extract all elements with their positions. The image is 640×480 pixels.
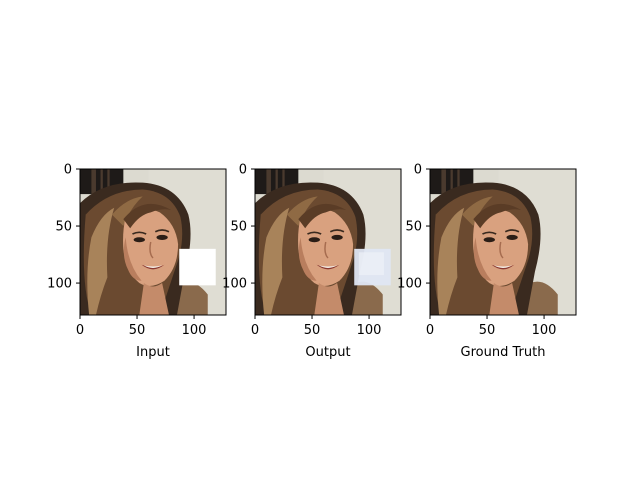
panel-ground-truth: 0 50 100 0 50 100 Ground Truth — [397, 163, 577, 360]
y-ticks-ground-truth: 0 50 100 — [397, 163, 430, 292]
x-tick-label-input-2: 100 — [182, 323, 207, 338]
y-tick-label-output-2: 100 — [222, 277, 247, 292]
x-axis-label-ground-truth: Ground Truth — [461, 345, 546, 360]
image-ground-truth — [429, 168, 577, 316]
y-ticks-input: 0 50 100 — [47, 163, 80, 292]
x-tick-label-output-2: 100 — [357, 323, 382, 338]
x-tick-label-ground-truth-1: 50 — [479, 323, 496, 338]
x-tick-label-output-0: 0 — [251, 323, 259, 338]
y-ticks-output: 0 50 100 — [222, 163, 255, 292]
axes-frame-input — [79, 168, 227, 316]
y-tick-label-ground-truth-2: 100 — [397, 277, 422, 292]
image-input — [79, 168, 227, 316]
x-tick-label-output-1: 50 — [304, 323, 321, 338]
y-tick-label-output-0: 0 — [239, 163, 247, 178]
x-axis-label-input: Input — [136, 345, 170, 360]
x-ticks-output: 0 50 100 — [251, 315, 382, 338]
x-tick-label-ground-truth-2: 100 — [532, 323, 557, 338]
mask-region-output-highlight — [358, 252, 384, 276]
axes-frame-output — [254, 168, 402, 316]
y-tick-label-output-1: 50 — [230, 220, 247, 235]
x-tick-label-ground-truth-0: 0 — [426, 323, 434, 338]
panel-output: 0 50 100 0 50 100 Output — [222, 163, 402, 360]
axes-frame-ground-truth — [429, 168, 577, 316]
y-tick-label-input-0: 0 — [64, 163, 72, 178]
x-ticks-input: 0 50 100 — [76, 315, 207, 338]
mask-region-input — [179, 248, 216, 286]
y-tick-label-ground-truth-1: 50 — [405, 220, 422, 235]
x-tick-label-input-0: 0 — [76, 323, 84, 338]
y-tick-label-ground-truth-0: 0 — [414, 163, 422, 178]
x-tick-label-input-1: 50 — [129, 323, 146, 338]
panel-input: 0 50 100 0 50 100 Input — [47, 163, 227, 360]
image-output — [254, 168, 402, 316]
y-tick-label-input-2: 100 — [47, 277, 72, 292]
y-tick-label-input-1: 50 — [55, 220, 72, 235]
x-axis-label-output: Output — [305, 345, 350, 360]
x-ticks-ground-truth: 0 50 100 — [426, 315, 557, 338]
